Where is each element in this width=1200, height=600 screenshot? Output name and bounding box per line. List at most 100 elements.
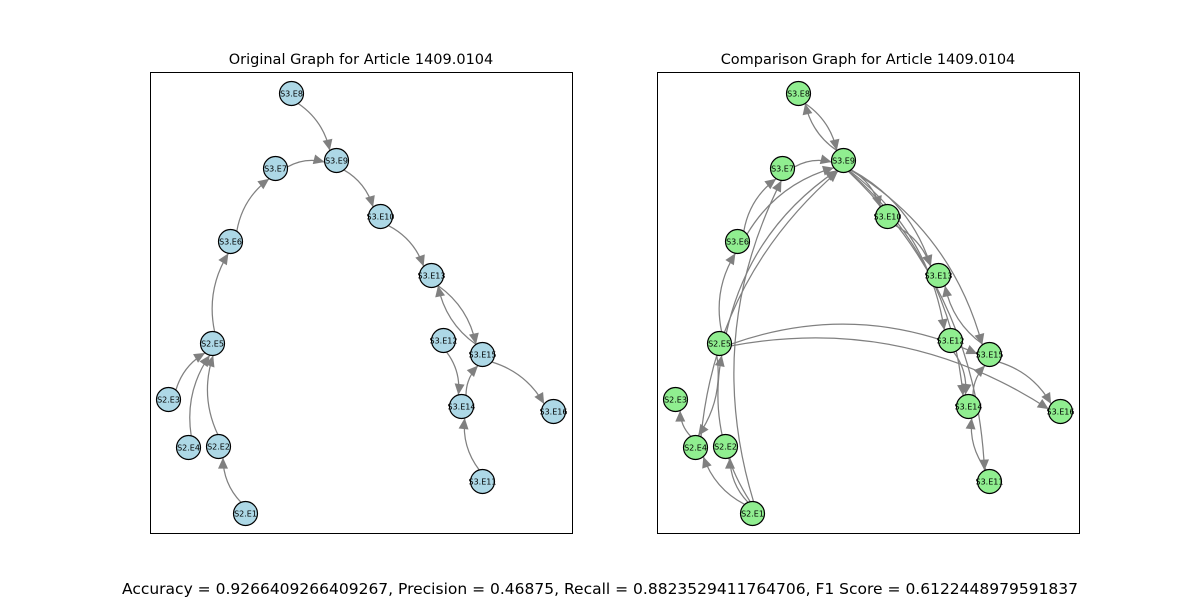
arrowhead-s3-e9-to-s3-e12 bbox=[937, 318, 948, 331]
arrowhead-s3-e15-to-s3-e16 bbox=[534, 391, 545, 404]
arrowhead-s2-e3-to-s2-e5 bbox=[193, 352, 206, 363]
metrics-summary: Accuracy = 0.9266409266409267, Precision… bbox=[122, 580, 1078, 598]
edge-s2-e5-to-s3-e9 bbox=[725, 169, 838, 334]
node-label-s2-e2: S2.E2 bbox=[714, 443, 737, 452]
node-label-s3-e16: S3.E16 bbox=[540, 408, 568, 417]
node-s3-e7 bbox=[262, 155, 289, 182]
arrowhead-s3-e15-to-s3-e13 bbox=[942, 285, 953, 298]
node-s3-e8 bbox=[278, 80, 305, 107]
node-label-s3-e12: S3.E12 bbox=[937, 337, 965, 346]
node-s3-e8 bbox=[785, 80, 812, 107]
node-label-s3-e16: S3.E16 bbox=[1047, 408, 1075, 417]
node-label-s3-e8: S3.E8 bbox=[787, 90, 810, 99]
arrowhead-s3-e8-to-s3-e9 bbox=[829, 138, 840, 151]
edge-s3-e9-to-s3-e12 bbox=[849, 170, 945, 331]
edge-s2-e1-to-s3-e7 bbox=[733, 180, 783, 502]
arrowhead-s2-e5-to-s2-e4 bbox=[698, 423, 709, 436]
node-label-s3-e10: S3.E10 bbox=[367, 213, 395, 222]
arrowhead-s3-e9-to-s3-e10 bbox=[365, 195, 375, 208]
node-label-s3-e13: S3.E13 bbox=[418, 272, 446, 281]
node-s2-e5 bbox=[199, 330, 226, 357]
edge-s2-e1-to-s2-e5 bbox=[717, 355, 751, 503]
node-s2-e1 bbox=[739, 500, 766, 527]
node-label-s3-e13: S3.E13 bbox=[925, 272, 953, 281]
arrowhead-s3-e14-to-s3-e15 bbox=[466, 365, 479, 378]
comparison-graph-panel: Comparison Graph for Article 1409.0104 S… bbox=[657, 52, 1080, 534]
node-s3-e15 bbox=[469, 341, 496, 368]
node-label-s3-e9: S3.E9 bbox=[325, 157, 348, 166]
node-s3-e6 bbox=[724, 228, 751, 255]
node-s3-e13 bbox=[418, 262, 445, 289]
arrowhead-s3-e7-to-s3-e9 bbox=[312, 154, 325, 165]
original-graph-nodes: S3.E8 S3.E9 S3.E7 S3.E6 S3.E10 S3.E13 S2.E5 S3.… bbox=[155, 80, 568, 527]
edge-s2-e5-to-s3-e16 bbox=[731, 337, 1050, 410]
arrowhead-s3-e8-to-s3-e9 bbox=[322, 138, 333, 151]
node-s3-e9 bbox=[323, 147, 350, 174]
node-s3-e12 bbox=[430, 327, 457, 354]
node-label-s2-e5: S2.E5 bbox=[708, 340, 731, 349]
original-graph-frame bbox=[150, 72, 573, 534]
arrowhead-s2-e1-to-s2-e2 bbox=[218, 457, 229, 469]
node-label-s3-e6: S3.E6 bbox=[219, 238, 242, 247]
arrowhead-s2-e2-to-s2-e5 bbox=[204, 355, 215, 368]
arrowhead-s3-e11-to-s3-e14 bbox=[458, 418, 469, 430]
node-s3-e16 bbox=[1047, 398, 1074, 425]
arrowhead-s3-e13-to-s3-e15 bbox=[468, 332, 479, 345]
edge-s3-e6-to-s3-e9 bbox=[746, 167, 835, 235]
node-s3-e16 bbox=[540, 398, 567, 425]
node-s2-e2 bbox=[205, 433, 232, 460]
arrowhead-s2-e1-to-s2-e4 bbox=[702, 456, 712, 469]
edge-s3-e9-to-s3-e13 bbox=[850, 169, 932, 267]
arrowhead-s3-e6-to-s3-e9 bbox=[822, 165, 834, 176]
node-label-s2-e4: S2.E4 bbox=[684, 444, 707, 453]
original-graph-edges bbox=[175, 102, 545, 503]
node-s3-e11 bbox=[469, 468, 496, 495]
arrowhead-s3-e12-to-s3-e14 bbox=[961, 383, 972, 395]
node-label-s3-e15: S3.E15 bbox=[469, 351, 497, 360]
node-s2-e4 bbox=[682, 434, 709, 461]
edge-s3-e9-to-s3-e11 bbox=[848, 170, 986, 471]
node-s2-e1 bbox=[232, 500, 259, 527]
node-s2-e3 bbox=[662, 386, 689, 413]
node-label-s2-e5: S2.E5 bbox=[201, 340, 224, 349]
comparison-graph-nodes: S3.E8 S3.E9 S3.E7 S3.E6 S3.E10 S3.E13 S2.E5 S3.… bbox=[662, 80, 1075, 527]
arrowhead-s2-e4-to-s3-e9 bbox=[826, 171, 839, 183]
edge-s3-e9-to-s3-e15 bbox=[850, 169, 983, 346]
node-label-s2-e1: S2.E1 bbox=[741, 510, 764, 519]
arrowhead-s3-e6-to-s3-e7 bbox=[764, 178, 777, 190]
node-label-s3-e14: S3.E14 bbox=[448, 403, 476, 412]
node-label-s3-e7: S3.E7 bbox=[264, 165, 287, 174]
node-label-s2-e4: S2.E4 bbox=[177, 444, 200, 453]
node-label-s2-e2: S2.E2 bbox=[207, 443, 230, 452]
node-s3-e12 bbox=[937, 327, 964, 354]
node-s3-e7 bbox=[769, 155, 796, 182]
node-s2-e3 bbox=[155, 386, 182, 413]
node-s3-e10 bbox=[874, 203, 901, 230]
node-label-s3-e11: S3.E11 bbox=[469, 478, 497, 487]
arrowhead-s3-e9-to-s3-e15 bbox=[974, 332, 985, 345]
node-label-s3-e15: S3.E15 bbox=[976, 351, 1004, 360]
node-label-s2-e3: S2.E3 bbox=[664, 396, 687, 405]
node-s3-e14 bbox=[448, 393, 475, 420]
arrowhead-s3-e15-to-s3-e16 bbox=[1041, 391, 1052, 404]
arrowhead-s2-e1-to-s3-e7 bbox=[772, 180, 782, 193]
arrowhead-s3-e15-to-s3-e13 bbox=[435, 285, 446, 298]
arrowhead-s3-e10-to-s3-e13 bbox=[922, 254, 932, 267]
node-s3-e6 bbox=[217, 228, 244, 255]
node-label-s3-e7: S3.E7 bbox=[771, 165, 794, 174]
arrowhead-s2-e5-to-s3-e16 bbox=[1036, 398, 1049, 410]
node-label-s3-e12: S3.E12 bbox=[430, 337, 458, 346]
node-s3-e13 bbox=[925, 262, 952, 289]
node-s2-e5 bbox=[706, 330, 733, 357]
node-label-s2-e1: S2.E1 bbox=[234, 510, 257, 519]
arrowhead-s3-e12-to-s3-e14 bbox=[454, 383, 465, 395]
arrowhead-s3-e7-to-s3-e9 bbox=[819, 154, 832, 165]
node-label-s3-e8: S3.E8 bbox=[280, 90, 303, 99]
node-label-s3-e14: S3.E14 bbox=[955, 403, 983, 412]
node-label-s3-e10: S3.E10 bbox=[874, 213, 902, 222]
arrowhead-s3-e11-to-s3-e14 bbox=[965, 418, 976, 430]
original-graph-title: Original Graph for Article 1409.0104 bbox=[229, 52, 494, 68]
node-s3-e9 bbox=[830, 147, 857, 174]
arrowhead-s3-e6-to-s3-e7 bbox=[257, 178, 270, 190]
